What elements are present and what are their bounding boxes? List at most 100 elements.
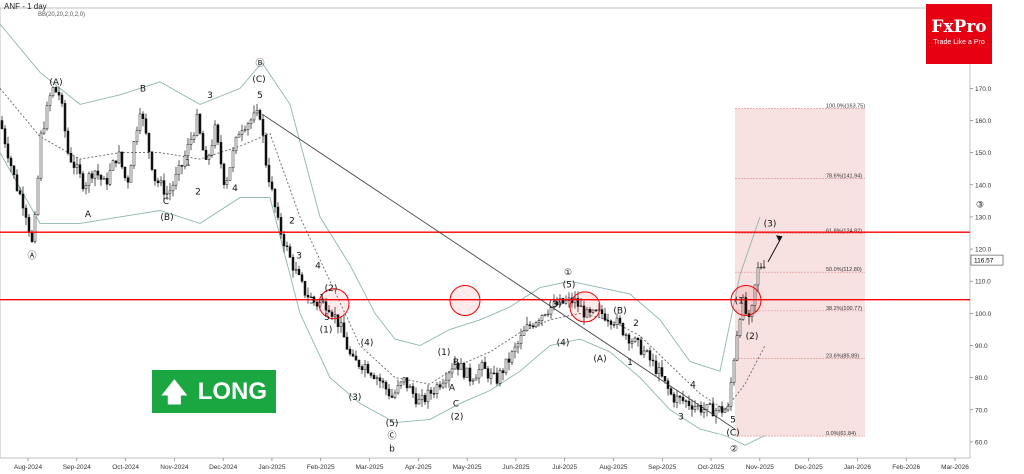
- candle-body: [120, 151, 124, 168]
- candle-body: [324, 301, 328, 311]
- candle-body: [495, 372, 499, 384]
- x-tick-label: Apr-2025: [405, 464, 432, 471]
- candle-body: [609, 321, 613, 325]
- candle-body: [681, 397, 685, 402]
- highlight-circle: [318, 288, 350, 320]
- chart-symbol-title: ANF - 1 day: [4, 2, 47, 11]
- wave-label: 2: [195, 187, 201, 197]
- candle-body: [633, 337, 637, 342]
- candle-body: [447, 372, 451, 381]
- candle-body: [243, 129, 247, 131]
- candle-body: [624, 334, 628, 336]
- candle-body: [414, 393, 418, 405]
- wave-label: (4): [361, 339, 374, 349]
- candle-body: [399, 381, 403, 386]
- candle-body: [555, 301, 559, 306]
- candle-body: [108, 170, 112, 185]
- highlight-circle: [449, 285, 481, 316]
- candle-body: [708, 403, 712, 405]
- candle-body: [729, 382, 733, 407]
- x-tick-label: May-2025: [453, 464, 482, 471]
- candle-body: [453, 362, 457, 370]
- candle-body: [192, 135, 196, 140]
- wave-label: C: [163, 197, 169, 207]
- candle-body: [675, 395, 679, 403]
- long-signal-label: LONG: [197, 377, 268, 405]
- wave-label: 5: [324, 313, 330, 323]
- candle-body: [261, 119, 265, 136]
- wave-label: B: [140, 85, 146, 95]
- candle-body: [372, 375, 376, 379]
- candle-body: [54, 86, 58, 93]
- candle-body: [162, 180, 166, 195]
- candle-body: [525, 324, 529, 331]
- x-tick-label: Sep-2025: [648, 464, 677, 471]
- candle-body: [15, 174, 19, 191]
- candle-body: [213, 124, 217, 146]
- candle-body: [12, 165, 16, 175]
- candle-body: [594, 309, 598, 312]
- wave-label: B: [453, 358, 459, 368]
- candle-body: [276, 206, 280, 218]
- candle-body: [72, 161, 76, 168]
- candle-body: [489, 372, 493, 379]
- x-tick-label: Jun-2025: [502, 464, 529, 471]
- candle-body: [348, 349, 352, 355]
- candle-body: [345, 336, 349, 350]
- candle-body: [636, 337, 640, 341]
- candle-body: [507, 358, 511, 363]
- up-arrow-icon: 🡅: [160, 376, 188, 407]
- fib-label: 78.6%(141.94): [826, 174, 862, 180]
- candle-body: [42, 128, 46, 134]
- candle-body: [534, 322, 538, 328]
- candle-body: [684, 400, 688, 402]
- candle-body: [87, 173, 91, 186]
- candle-body: [735, 335, 739, 361]
- wave-label: Ⓐ: [27, 251, 36, 262]
- candle-body: [375, 377, 379, 379]
- x-tick-label: Oct-2024: [112, 464, 139, 471]
- candle-body: [360, 366, 364, 370]
- wave-label: A: [449, 384, 456, 394]
- candle-body: [0, 120, 4, 129]
- candle-body: [105, 177, 109, 185]
- candle-body: [246, 123, 250, 131]
- candle-body: [579, 305, 583, 307]
- candle-body: [711, 403, 715, 417]
- candle-body: [168, 190, 172, 194]
- wave-label: 3: [678, 412, 684, 422]
- wave-label: 5: [257, 91, 263, 101]
- candle-body: [114, 160, 118, 164]
- wave-label: 3: [296, 252, 302, 262]
- wave-label: ②: [730, 445, 738, 455]
- wave-label: (1): [438, 348, 451, 358]
- x-tick-label: Aug-2025: [599, 464, 628, 471]
- candle-body: [690, 405, 694, 410]
- wave-label: (5): [386, 419, 399, 429]
- candle-body: [540, 314, 544, 321]
- candle-body: [78, 164, 82, 174]
- candle-body: [39, 132, 43, 179]
- wave-label: (A): [49, 78, 62, 88]
- candle-body: [462, 363, 466, 378]
- candle-body: [501, 370, 505, 374]
- x-tick-label: Oct-2025: [698, 464, 725, 471]
- candle-body: [63, 103, 67, 132]
- candle-body: [285, 245, 289, 247]
- candle-body: [357, 359, 361, 367]
- fxpro-logo: FxPro Trade Like a Pro: [926, 4, 992, 64]
- candle-body: [237, 134, 241, 138]
- candle-body: [330, 311, 334, 317]
- candle-body: [726, 406, 730, 411]
- candle-body: [165, 192, 169, 195]
- candle-body: [198, 113, 202, 134]
- candle-body: [750, 305, 754, 317]
- candle-body: [363, 364, 367, 370]
- fib-label: 50.0%(112.80): [826, 267, 862, 273]
- candle-body: [714, 409, 718, 417]
- candle-body: [759, 266, 763, 269]
- candle-body: [45, 105, 49, 130]
- candle-body: [564, 300, 568, 304]
- candle-body: [732, 359, 736, 383]
